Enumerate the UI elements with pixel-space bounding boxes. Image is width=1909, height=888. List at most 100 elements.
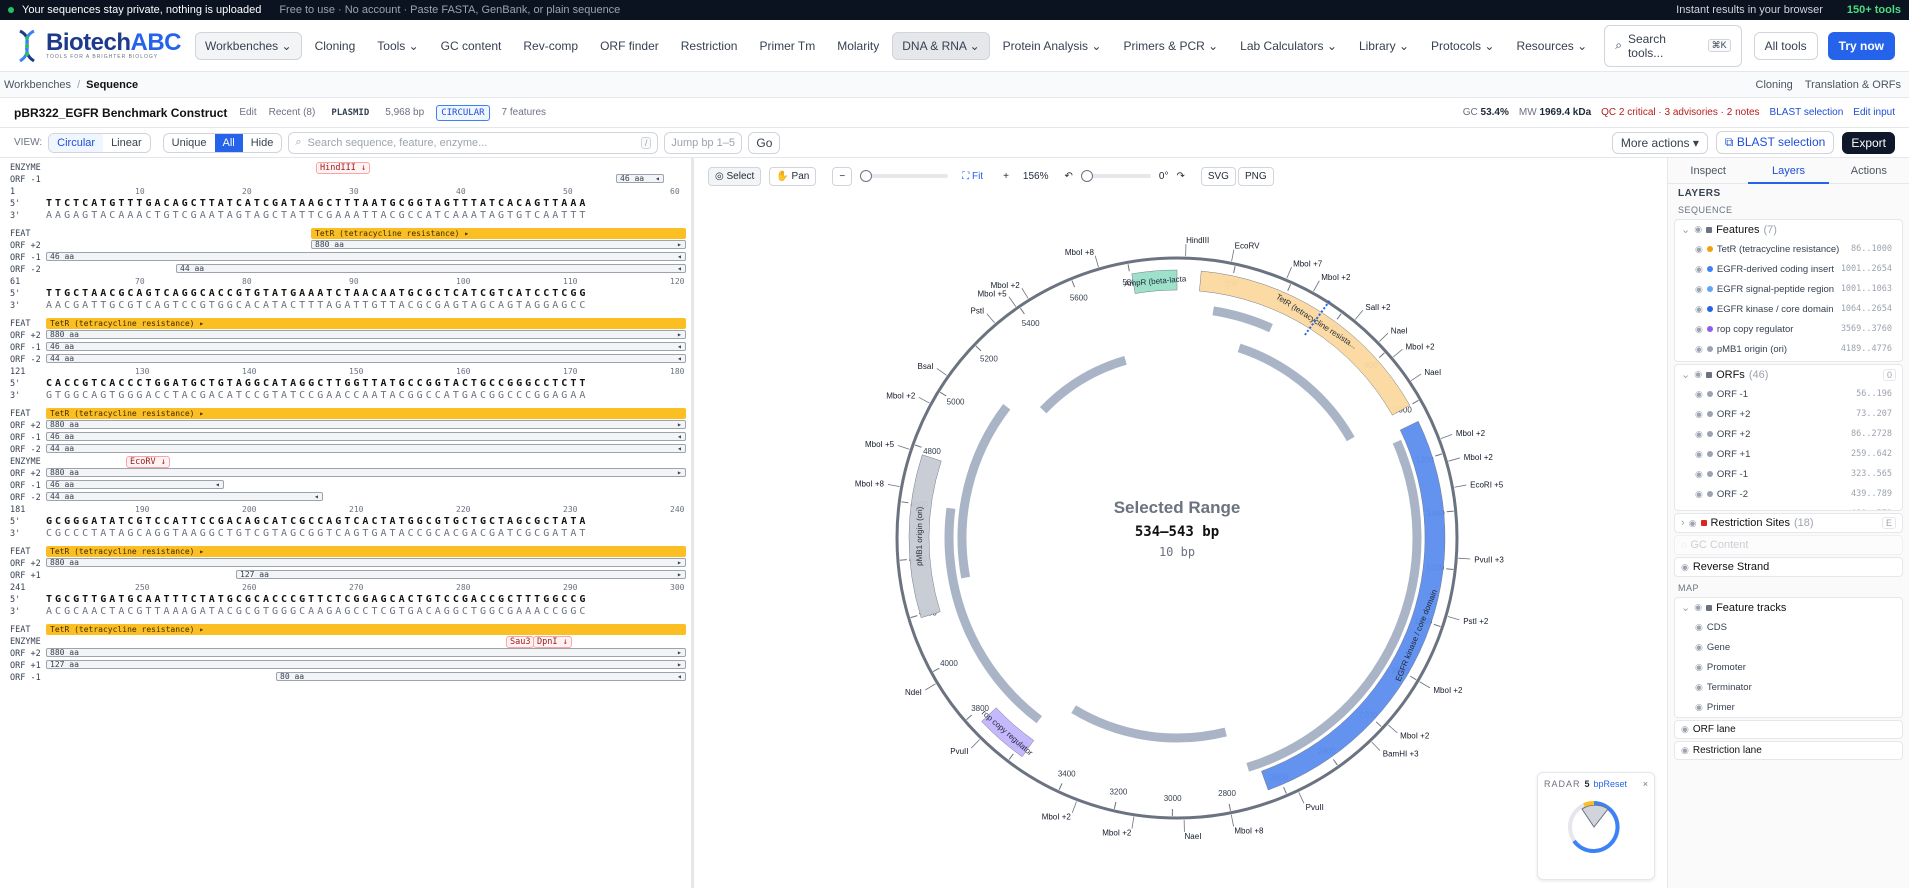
eye-icon[interactable]: ◉	[1695, 323, 1703, 334]
orf-bar[interactable]: 127 aa	[46, 660, 686, 669]
eye-icon[interactable]: ◉	[1695, 408, 1703, 419]
reverse-bases[interactable]: AAGAGTACAAACTGTCGAATAGTAGCTATTCGAAATTACG…	[46, 210, 589, 221]
orf-bar[interactable]: 44 aa	[46, 444, 686, 453]
restriction-site-label[interactable]: MboI +2	[886, 391, 916, 400]
restriction-site-label[interactable]: BamHI +3	[1383, 750, 1419, 759]
feature-layer-item[interactable]: ◉ pMB1 origin (ori) 4189..4776	[1675, 339, 1902, 359]
eye-icon[interactable]: ◉	[1695, 509, 1703, 511]
feature-arc[interactable]	[1131, 269, 1178, 294]
feature-layer-item[interactable]: ◉AmpR (beta-lactamase)5807..5968	[1675, 359, 1902, 361]
orf-layer-item[interactable]: ◉ ORF -1 56..196	[1675, 384, 1902, 404]
feature-layer-item[interactable]: ◉ TetR (tetracycline resistance) 86..1000	[1675, 239, 1902, 259]
restriction-site-label[interactable]: MboI +8	[855, 480, 885, 489]
feature-arc[interactable]	[908, 454, 942, 619]
nav-molarity[interactable]: Molarity	[837, 38, 880, 53]
eye-icon[interactable]: ◉	[1695, 243, 1703, 254]
restriction-site-label[interactable]: PstI +2	[1463, 617, 1489, 626]
restriction-site-label[interactable]: MboI +2	[1321, 273, 1351, 282]
tab-actions[interactable]: Actions	[1850, 164, 1887, 177]
restriction-site-label[interactable]: MboI +2	[1102, 828, 1132, 837]
pan-tool-button[interactable]: ✋ Pan	[769, 166, 817, 186]
blast-selection-button[interactable]: ⧉ BLAST selection	[1715, 131, 1835, 154]
rotate-left-icon[interactable]: ↶	[1064, 170, 1073, 182]
feature-bar-tetr[interactable]: TetR (tetracycline resistance) ▸	[46, 546, 686, 557]
features-group-header[interactable]: ⌄ ◉ Features (7)	[1681, 223, 1777, 237]
filter-hide-button[interactable]: Hide	[250, 136, 274, 149]
eye-off-icon[interactable]: ◌	[1681, 540, 1687, 550]
feature-arc[interactable]	[1261, 420, 1446, 791]
restriction-site-label[interactable]: MboI +2	[1400, 731, 1430, 740]
restriction-site-label[interactable]: PvuII +3	[1474, 555, 1504, 564]
orf-arc[interactable]	[944, 507, 1043, 724]
nav-orf-finder[interactable]: ORF finder	[600, 38, 659, 53]
nav-protein-menu[interactable]: Protein Analysis ⌄	[1002, 38, 1102, 53]
nav-protocols-menu[interactable]: Protocols ⌄	[1431, 38, 1495, 53]
restriction-site-label[interactable]: EcoRI +5	[1470, 480, 1504, 489]
eye-icon[interactable]: ◉	[1694, 369, 1703, 379]
forward-bases[interactable]: CACCGTCACCCTGGATGCTGTAGGCATAGGCTTGGTTATG…	[46, 378, 589, 389]
feature-layer-item[interactable]: ◉ EGFR kinase / core domain 1064..2654	[1675, 299, 1902, 319]
restriction-site-label[interactable]: PstI	[970, 307, 984, 316]
eye-icon[interactable]: ◉	[1695, 468, 1703, 479]
reverse-bases[interactable]: GTGGCAGTGGGACCTACGACATCCGTATCCGAACCAATAC…	[46, 390, 589, 401]
eye-icon[interactable]: ◉	[1695, 661, 1703, 672]
rotation-slider-handle[interactable]	[1080, 170, 1093, 182]
eye-icon[interactable]: ◉	[1681, 724, 1689, 734]
feature-arc[interactable]	[981, 707, 1035, 758]
orf-bar[interactable]: 46 aa	[46, 432, 686, 441]
blast-link[interactable]: BLAST selection	[1769, 107, 1844, 118]
view-linear-button[interactable]: Linear	[111, 136, 142, 149]
restriction-site-label[interactable]: MboI +2	[1433, 686, 1463, 695]
gc-content-layer[interactable]: ◌ GC Content	[1674, 535, 1903, 555]
orf-layer-item[interactable]: ◉ ORF +2 86..2728	[1675, 424, 1902, 444]
rotate-right-icon[interactable]: ↷	[1176, 170, 1185, 182]
feature-bar-tetr[interactable]: TetR (tetracycline resistance) ▸	[311, 228, 686, 239]
crumb-link-translation[interactable]: Translation & ORFs	[1804, 78, 1901, 91]
nav-primers-menu[interactable]: Primers & PCR ⌄	[1123, 38, 1219, 53]
restriction-site-label[interactable]: PvuII	[950, 747, 968, 756]
edit-input-link[interactable]: Edit input	[1853, 107, 1895, 118]
fit-button[interactable]: ⛶ Fit	[956, 167, 990, 185]
orf-bar[interactable]: 80 aa	[276, 672, 686, 681]
restriction-site-label[interactable]: MboI +8	[1065, 248, 1095, 257]
forward-bases[interactable]: TGCGTTGATGCAATTTCTATGCGCACCCGTTCTCGGAGCA…	[46, 594, 589, 605]
feature-bar-tetr[interactable]: TetR (tetracycline resistance) ▸	[46, 624, 686, 635]
try-now-button[interactable]: Try now	[1827, 31, 1895, 60]
restriction-site-label[interactable]: PvuII	[1306, 803, 1324, 812]
restriction-lane-layer[interactable]: ◉ Restriction lane	[1674, 741, 1903, 760]
eye-icon[interactable]: ◉	[1695, 428, 1703, 439]
eye-icon[interactable]: ◉	[1695, 263, 1703, 274]
restriction-site-label[interactable]: MboI +8	[1234, 826, 1264, 835]
reverse-bases[interactable]: AACGATTGCGTCAGTCCGTGGCACATACTTTAGATTGTTA…	[46, 300, 589, 311]
orf-bar[interactable]: 880 aa	[46, 468, 686, 477]
orf-bar[interactable]: 44 aa	[46, 354, 686, 363]
orf-layer-item[interactable]: ◉ ORF -3 480..573	[1675, 504, 1902, 511]
eye-icon[interactable]: ◉	[1695, 701, 1703, 712]
restriction-group-header[interactable]: › ◉ Restriction Sites (18) E	[1675, 514, 1902, 532]
tools-count-link[interactable]: 150+ tools	[1846, 4, 1901, 16]
eye-icon[interactable]: ◉	[1695, 448, 1703, 459]
restriction-site-label[interactable]: MboI +2	[1042, 812, 1072, 821]
nav-lab-calc-menu[interactable]: Lab Calculators ⌄	[1240, 38, 1337, 53]
feature-tracks-header[interactable]: ⌄ ◉ Feature tracks	[1681, 601, 1787, 615]
nav-gc-content[interactable]: GC content	[440, 38, 502, 53]
orf-arc[interactable]	[1212, 306, 1273, 333]
topology-badge[interactable]: CIRCULAR	[436, 104, 490, 121]
eye-icon[interactable]: ◉	[1694, 224, 1703, 234]
orf-bar[interactable]: 880 aa	[46, 648, 686, 657]
nav-resources-menu[interactable]: Resources ⌄	[1516, 38, 1588, 53]
restriction-site-label[interactable]: HindIII	[1186, 236, 1209, 245]
orf-bar[interactable]: 46 aa	[46, 342, 686, 351]
feature-bar-tetr[interactable]: TetR (tetracycline resistance) ▸	[46, 318, 686, 329]
orf-layer-item[interactable]: ◉ ORF -1 323..565	[1675, 464, 1902, 484]
nav-library-menu[interactable]: Library ⌄	[1358, 38, 1410, 53]
orf-bar[interactable]: 880 aa	[311, 240, 686, 249]
forward-bases[interactable]: TTGCTAACGCAGTCAGGCACCGTGTATGAAATCTAACAAT…	[46, 288, 589, 299]
zoom-in-button[interactable]: +	[997, 167, 1015, 185]
export-svg-button[interactable]: SVG	[1200, 166, 1236, 186]
restriction-site-label[interactable]: NaeI	[1185, 832, 1202, 841]
reverse-strand-layer[interactable]: ◉ Reverse Strand	[1674, 557, 1903, 577]
restriction-site-label[interactable]: NaeI	[1424, 368, 1441, 377]
restriction-site-label[interactable]: SalI +2	[1365, 303, 1391, 312]
restriction-site-label[interactable]: NdeI	[905, 688, 922, 697]
